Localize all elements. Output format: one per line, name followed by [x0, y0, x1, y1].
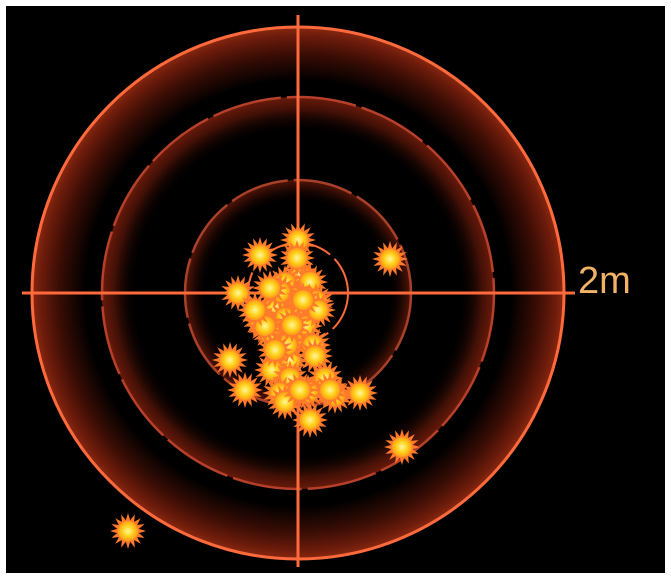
impact-core: [282, 315, 302, 335]
impact-marker: [212, 342, 248, 378]
impact-core: [392, 437, 412, 457]
impact-core: [118, 521, 138, 541]
impact-core: [287, 248, 307, 268]
impact-marker: [292, 402, 328, 438]
impact-core: [245, 300, 265, 320]
impact-marker: [384, 429, 420, 465]
impact-core: [260, 278, 280, 298]
impact-marker: [312, 372, 348, 408]
impact-marker: [282, 372, 318, 408]
impact-core: [320, 380, 340, 400]
impact-marker: [279, 240, 315, 276]
impact-core: [380, 249, 400, 269]
impact-core: [275, 392, 295, 412]
impact-core: [293, 290, 313, 310]
impact-core: [235, 380, 255, 400]
impact-marker: [110, 513, 146, 549]
impact-marker: [252, 270, 288, 306]
impact-marker: [257, 332, 293, 368]
impact-marker: [227, 372, 263, 408]
impact-core: [262, 360, 282, 380]
impact-core: [250, 245, 270, 265]
impact-core: [220, 350, 240, 370]
impact-marker: [285, 282, 321, 318]
impact-marker: [372, 241, 408, 277]
impact-core: [350, 383, 370, 403]
scale-label: 2m: [578, 260, 631, 302]
impact-core: [300, 410, 320, 430]
impact-core: [305, 346, 325, 366]
impact-core: [265, 340, 285, 360]
impact-group: [110, 222, 420, 549]
impact-marker: [242, 237, 278, 273]
impact-core: [290, 380, 310, 400]
impact-marker: [274, 307, 310, 343]
impact-marker: [342, 375, 378, 411]
